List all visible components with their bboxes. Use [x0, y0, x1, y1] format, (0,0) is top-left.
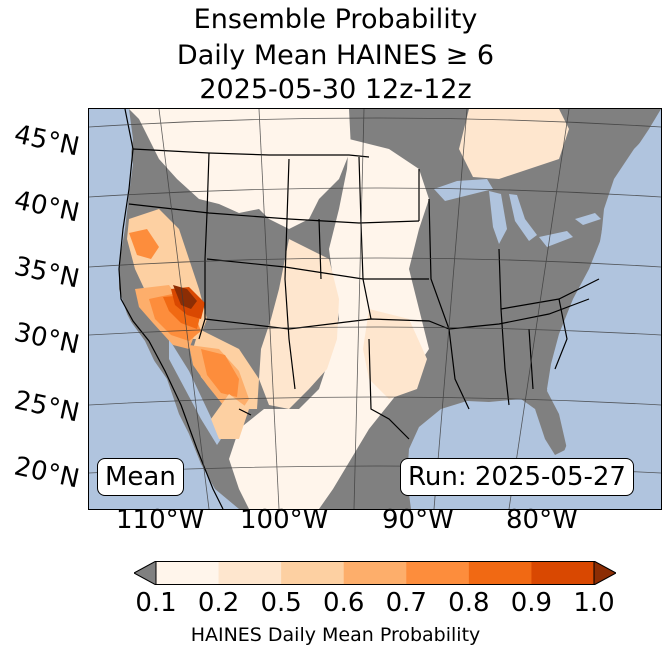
colorbar-tick-label: 0.8: [448, 588, 490, 618]
colorbar-tick-label: 0.7: [385, 588, 427, 618]
colorbar-over-extend: [593, 561, 616, 585]
lon-label-100w: 100°W: [240, 505, 329, 535]
lat-label-20: 20°N: [11, 451, 82, 495]
colorbar-under-extend: [134, 561, 157, 585]
lon-label-80w: 80°W: [506, 505, 578, 535]
colorbar-segment: [531, 561, 595, 585]
lon-label-110w: 110°W: [116, 505, 205, 535]
stat-label-box: Mean: [97, 458, 184, 496]
gulf-of-california: [169, 339, 221, 445]
map-canvas: [89, 109, 661, 509]
lat-label-30: 30°N: [11, 317, 82, 361]
lat-label-40: 40°N: [11, 185, 82, 229]
title-line-1: Ensemble Probability: [193, 4, 478, 35]
colorbar-segment: [343, 561, 407, 585]
colorbar-tick-label: 0.1: [135, 588, 177, 618]
run-date-box: Run: 2025-05-27: [400, 458, 634, 496]
pacific-coast-shape: [89, 109, 205, 509]
lat-label-35: 35°N: [11, 251, 82, 295]
colorbar-segment: [406, 561, 470, 585]
colorbar-segment: [281, 561, 345, 585]
atlantic-coast-shape: [413, 109, 661, 509]
probability-map: [88, 108, 662, 510]
title-line-3: 2025-05-30 12z-12z: [199, 74, 472, 105]
colorbar-tick-label: 1.0: [573, 588, 615, 618]
colorbar: [134, 561, 616, 585]
title-line-2: Daily Mean HAINES ≥ 6: [176, 40, 495, 71]
colorbar-outline: [155, 561, 595, 585]
colorbar-tick-label: 0.9: [510, 588, 553, 618]
colorbar-tick-label: 0.6: [323, 588, 365, 618]
lon-label-90w: 90°W: [382, 505, 454, 535]
probability-field: [127, 109, 569, 509]
colorbar-segment: [156, 561, 220, 585]
colorbar-tick-label: 0.2: [197, 588, 240, 618]
state-borders: [118, 109, 600, 509]
lat-label-25: 25°N: [11, 385, 82, 429]
colorbar-segment: [468, 561, 532, 585]
great-lakes: [434, 179, 601, 247]
lat-label-45: 45°N: [11, 119, 82, 163]
colorbar-label: HAINES Daily Mean Probability: [190, 624, 481, 646]
colorbar-tick-label: 0.5: [260, 588, 302, 618]
colorbar-segment: [218, 561, 282, 585]
